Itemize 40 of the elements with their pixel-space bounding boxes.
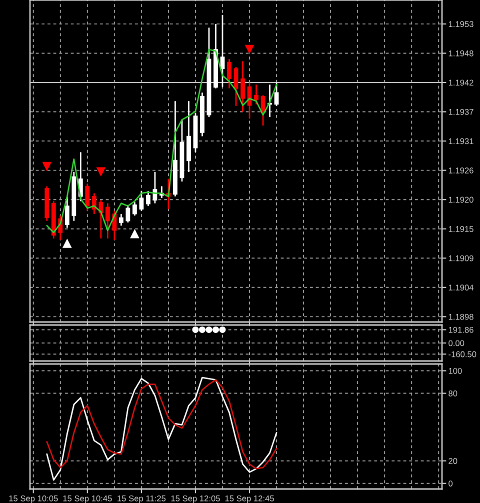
candlestick bbox=[254, 84, 258, 106]
point bbox=[42, 162, 52, 172]
y-tick-label: -160.50 bbox=[448, 351, 476, 358]
candlestick bbox=[227, 58, 232, 90]
line-series bbox=[46, 48, 278, 234]
candlestick bbox=[240, 60, 245, 112]
y-tick-label: 1.1898 bbox=[448, 314, 474, 320]
y-tick-label: 1.1926 bbox=[448, 168, 474, 174]
point bbox=[244, 44, 254, 54]
candlestick bbox=[146, 190, 150, 207]
y-tick-label: 0 bbox=[448, 480, 453, 486]
y-tick-label: 20 bbox=[448, 458, 458, 464]
candlestick bbox=[64, 196, 70, 228]
x-tick-label: 15 Sep 12:45 bbox=[225, 495, 274, 503]
point bbox=[130, 228, 140, 238]
x-tick-label: 15 Sep 10:05 bbox=[9, 495, 58, 503]
y-tick-label: 1.1948 bbox=[448, 50, 474, 56]
y-tick-label: 1.1937 bbox=[448, 108, 474, 115]
x-tick-label: 15 Sep 12:05 bbox=[171, 495, 220, 503]
point bbox=[62, 238, 72, 248]
y-tick-label: 1.1931 bbox=[448, 138, 474, 144]
point bbox=[96, 167, 106, 177]
y-tick-label: 1.1920 bbox=[448, 196, 474, 203]
y-tick-label: 1.1953 bbox=[448, 21, 474, 28]
candlestick bbox=[126, 204, 130, 224]
y-tick-label: 1.1904 bbox=[448, 284, 474, 291]
y-tick-label: 0.00 bbox=[448, 340, 464, 346]
y-tick-label: 191.86 bbox=[448, 326, 474, 333]
y-tick-label: 100 bbox=[448, 368, 462, 374]
y-tick-label: 1.1915 bbox=[448, 226, 474, 232]
candlestick bbox=[132, 202, 137, 216]
candlestick bbox=[105, 202, 110, 240]
y-tick-label: 1.1942 bbox=[448, 80, 474, 86]
x-tick-label: 15 Sep 11:25 bbox=[118, 495, 166, 503]
y-tick-label: 1.1909 bbox=[448, 255, 474, 262]
candlestick bbox=[118, 213, 124, 226]
x-tick-label: 15 Sep 10:45 bbox=[63, 495, 112, 503]
candlestick bbox=[152, 171, 158, 204]
y-tick-label: 80 bbox=[448, 390, 458, 396]
candlestick bbox=[92, 192, 96, 215]
